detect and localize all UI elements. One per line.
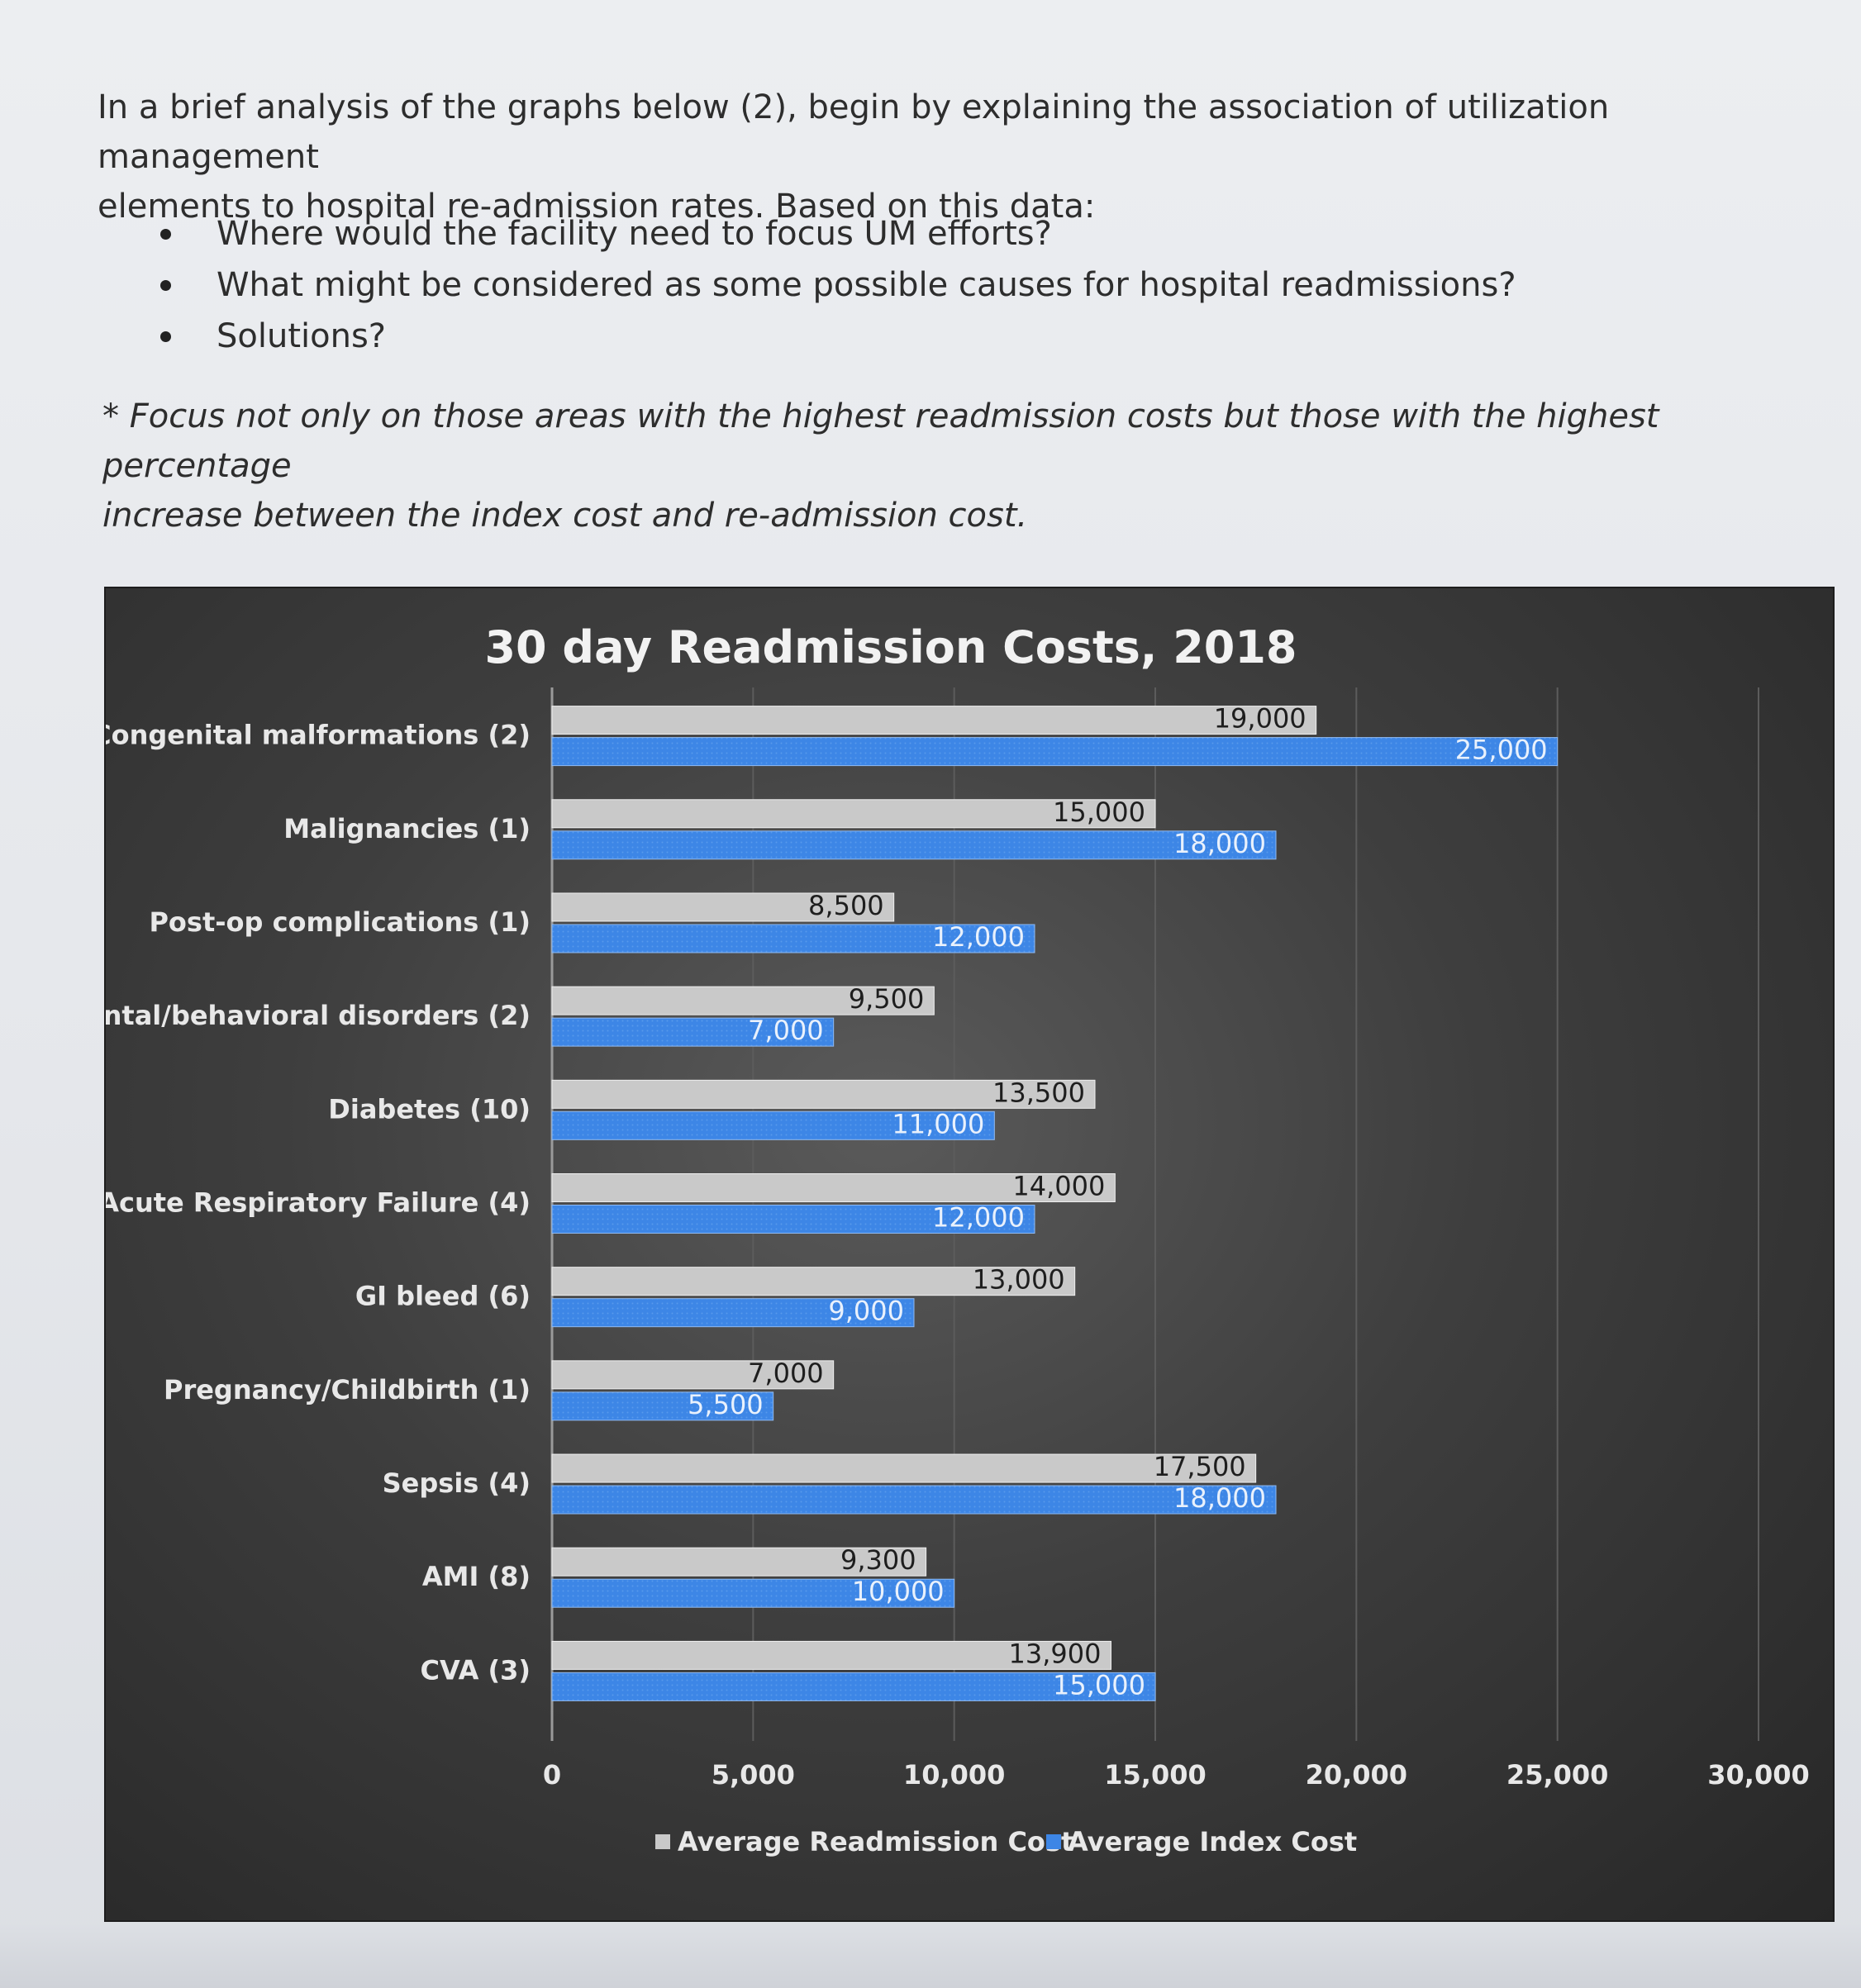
readmission-bar xyxy=(551,986,935,1015)
bullet-icon xyxy=(160,280,171,291)
index-bar xyxy=(551,1485,1277,1515)
x-tick-label: 15,000 xyxy=(1104,1759,1206,1791)
readmission-bar xyxy=(551,1640,1111,1670)
category-label: Mental/behavioral disorders (2) xyxy=(106,1000,531,1031)
note-line-1: * Focus not only on those areas with the… xyxy=(102,397,1659,485)
bullet-icon xyxy=(160,229,171,240)
category-label: Sepsis (4) xyxy=(383,1467,531,1499)
index-bar xyxy=(551,1017,835,1047)
category-label: CVA (3) xyxy=(421,1654,531,1686)
index-value-label: 25,000 xyxy=(1455,735,1548,766)
chart-title: 30 day Readmission Costs, 2018 xyxy=(484,621,1297,673)
readmission-value-label: 13,900 xyxy=(1008,1638,1101,1669)
legend-index-label: Average Index Cost xyxy=(1068,1826,1357,1857)
category-label: Congenital malformations (2) xyxy=(106,720,531,751)
category-label: Post-op complications (1) xyxy=(149,906,531,938)
index-value-label: 11,000 xyxy=(892,1108,984,1139)
readmission-value-label: 13,000 xyxy=(973,1264,1065,1296)
category-label: Malignancies (1) xyxy=(283,813,531,844)
index-bar xyxy=(551,1205,1035,1234)
legend-readmission-swatch xyxy=(655,1834,670,1849)
readmission-value-label: 17,500 xyxy=(1154,1451,1246,1482)
index-bar xyxy=(551,924,1035,954)
readmission-chart: 30 day Readmission Costs, 2018 0 5,000 10,0… xyxy=(106,588,1833,1920)
category-label: GI bleed (6) xyxy=(355,1281,531,1312)
index-value-label: 12,000 xyxy=(932,1202,1025,1234)
index-bar xyxy=(551,1111,995,1140)
page-bottom xyxy=(0,1925,1861,1988)
category-label: Acute Respiratory Failure (4) xyxy=(106,1187,531,1219)
readmission-bar xyxy=(551,1267,1076,1296)
index-bar xyxy=(551,1391,774,1421)
readmission-bar xyxy=(551,706,1317,735)
focus-note: * Focus not only on those areas with the… xyxy=(102,392,1722,540)
index-value-label: 10,000 xyxy=(852,1576,945,1607)
readmission-bar xyxy=(551,1547,927,1577)
readmission-value-label: 8,500 xyxy=(808,890,884,921)
readmission-bar xyxy=(551,1173,1116,1202)
index-value-label: 7,000 xyxy=(748,1015,824,1046)
legend-readmission-label: Average Readmission Cost xyxy=(678,1826,1073,1857)
question-item: Solutions? xyxy=(149,311,1719,362)
readmission-value-label: 9,500 xyxy=(849,983,925,1015)
x-tick-label: 20,000 xyxy=(1306,1759,1407,1791)
x-tick-label: 30,000 xyxy=(1707,1759,1809,1791)
readmission-bar xyxy=(551,1360,835,1390)
intro-line-2: elements to hospital re-admission rates.… xyxy=(98,188,1096,226)
intro-line-1: In a brief analysis of the graphs below … xyxy=(98,88,1610,176)
question-text: What might be considered as some possibl… xyxy=(217,266,1516,304)
question-item: Where would the facility need to focus U… xyxy=(149,208,1719,259)
index-bar xyxy=(551,1578,955,1608)
readmission-value-label: 13,500 xyxy=(992,1077,1085,1108)
readmission-bar xyxy=(551,799,1156,829)
index-bar xyxy=(551,1672,1156,1701)
index-bar xyxy=(551,830,1277,860)
readmission-bar xyxy=(551,1079,1096,1109)
index-bar xyxy=(551,737,1559,767)
index-value-label: 12,000 xyxy=(932,921,1025,953)
index-value-label: 5,500 xyxy=(688,1389,764,1420)
category-label: Diabetes (10) xyxy=(328,1093,531,1125)
index-value-label: 15,000 xyxy=(1053,1669,1145,1700)
question-text: Where would the facility need to focus U… xyxy=(217,215,1052,253)
index-value-label: 18,000 xyxy=(1173,1482,1266,1514)
readmission-value-label: 9,300 xyxy=(840,1544,916,1576)
chart-canvas: 30 day Readmission Costs, 2018 0 5,000 10,0… xyxy=(106,621,1810,1857)
note-line-2: increase between the index cost and re-a… xyxy=(102,497,1028,535)
category-label: Pregnancy/Childbirth (1) xyxy=(164,1374,531,1405)
question-list: Where would the facility need to focus U… xyxy=(149,208,1719,362)
question-item: What might be considered as some possibl… xyxy=(149,259,1719,311)
assignment-intro: In a brief analysis of the graphs below … xyxy=(98,83,1750,231)
readmission-value-label: 7,000 xyxy=(748,1358,824,1389)
index-bar xyxy=(551,1298,915,1328)
readmission-value-label: 15,000 xyxy=(1053,797,1145,828)
readmission-bar xyxy=(551,892,895,922)
readmission-bar xyxy=(551,1453,1257,1483)
readmission-value-label: 14,000 xyxy=(1012,1171,1105,1202)
readmission-value-label: 19,000 xyxy=(1214,703,1307,735)
x-tick-label: 10,000 xyxy=(903,1759,1005,1791)
category-label: AMI (8) xyxy=(422,1561,531,1592)
bullet-icon xyxy=(160,331,171,342)
legend-index-swatch xyxy=(1046,1834,1061,1849)
x-tick-label: 0 xyxy=(543,1759,561,1791)
index-value-label: 18,000 xyxy=(1173,828,1266,859)
x-tick-label: 5,000 xyxy=(712,1759,795,1791)
question-text: Solutions? xyxy=(217,317,387,355)
index-value-label: 9,000 xyxy=(828,1296,904,1327)
x-tick-label: 25,000 xyxy=(1506,1759,1608,1791)
